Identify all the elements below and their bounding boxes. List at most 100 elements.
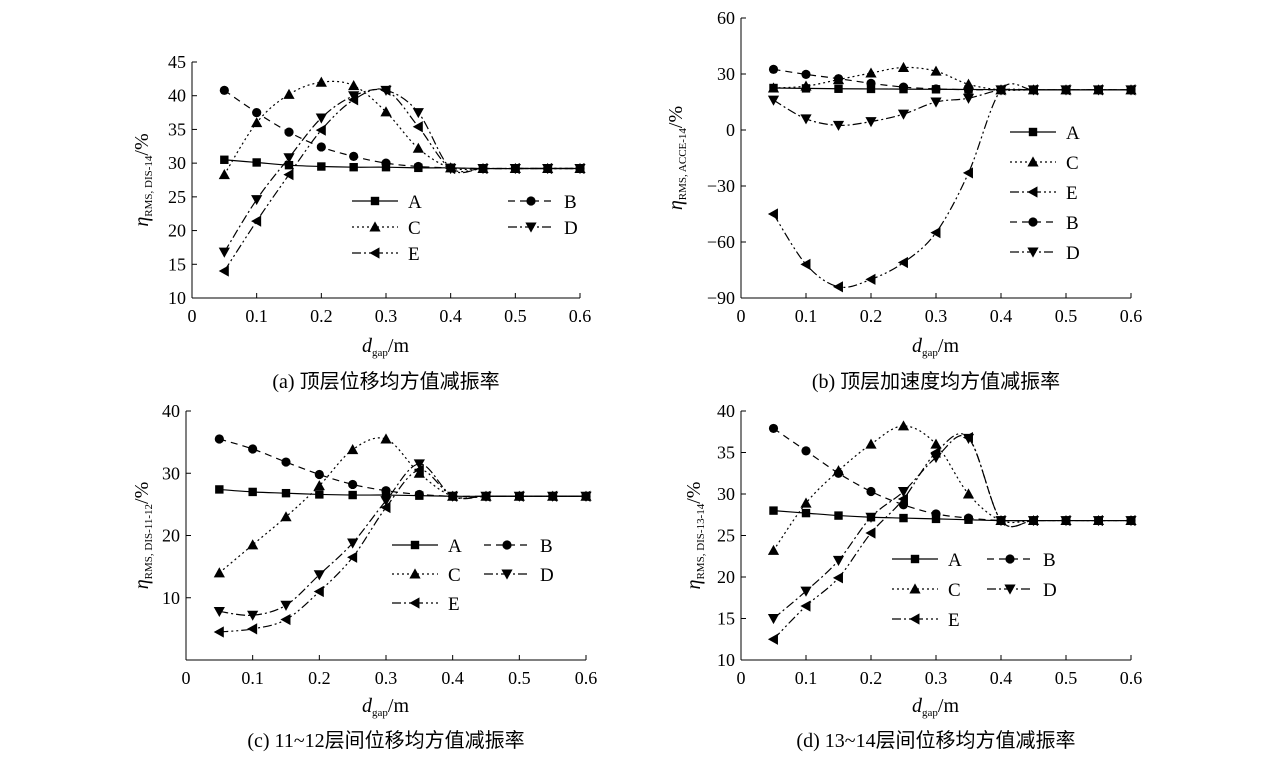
y-tick-label: 10: [162, 588, 180, 608]
y-tick-label: 0: [726, 120, 735, 140]
data-point-C-5: [930, 65, 942, 76]
data-point-E-9: [509, 162, 520, 175]
legend-marker: [502, 540, 512, 550]
data-point-A-2: [834, 511, 843, 520]
legend-label: B: [1066, 213, 1079, 234]
y-axis-label-subscript: RMS, DIS-14: [143, 155, 155, 217]
data-point-E-0: [767, 633, 778, 645]
data-point-D-0: [218, 247, 230, 258]
data-point-A-1: [801, 508, 811, 518]
data-point-E-4: [897, 256, 908, 269]
legend-label: C: [948, 580, 961, 601]
legend-label: E: [1066, 183, 1078, 204]
data-point-A-4: [349, 162, 358, 172]
x-tick-label: 0.6: [1120, 306, 1143, 326]
x-tick-label: 0: [737, 668, 746, 688]
x-tick-label: 0.5: [508, 668, 531, 688]
y-axis-label-symbol: η: [665, 200, 687, 210]
data-point-E-7: [445, 162, 456, 175]
data-point-E-11: [580, 490, 591, 502]
series-A: [220, 155, 585, 173]
legend-item-E: E: [1010, 183, 1078, 204]
legend-marker: [910, 554, 920, 564]
y-tick-label: 15: [717, 609, 735, 629]
data-point-B-4: [349, 151, 359, 161]
y-tick-label: 10: [717, 650, 735, 670]
series-A: [769, 506, 1136, 525]
data-point-E-9: [513, 490, 524, 502]
x-axis-label-symbol: d: [362, 695, 373, 717]
x-tick-label: 0.5: [1055, 306, 1078, 326]
data-point-E-6: [413, 464, 424, 476]
data-point-E-4: [347, 551, 358, 563]
data-point-E-2: [283, 169, 294, 181]
legend-marker: [525, 222, 537, 233]
series-B: [214, 434, 591, 501]
x-tick-label: 0.4: [441, 668, 464, 688]
data-point-E-4: [897, 493, 908, 505]
legend-marker: [1027, 247, 1039, 258]
legend-marker: [1028, 127, 1038, 137]
data-point-E-1: [251, 215, 262, 227]
x-tick-label: 0.3: [925, 306, 948, 326]
legend-item-D: D: [508, 218, 578, 239]
series-E: [213, 464, 591, 638]
data-point-D-11: [1125, 85, 1137, 96]
series-line-B: [773, 68, 1131, 91]
data-point-E-7: [447, 490, 458, 502]
y-axis-label-unit: /%: [665, 106, 687, 128]
legend-item-E: E: [392, 594, 460, 615]
legend-marker: [369, 247, 380, 259]
data-point-B-2: [281, 457, 291, 467]
x-tick-label: 0.4: [990, 668, 1013, 688]
legend-item-A: A: [392, 536, 462, 557]
data-point-A-0: [215, 485, 224, 494]
x-tick-label: 0: [737, 306, 746, 326]
y-tick-label: 30: [168, 153, 186, 173]
series-A: [215, 485, 591, 501]
x-tick-label: 0.1: [241, 668, 264, 688]
y-tick-label: 25: [717, 526, 735, 546]
legend-label: E: [948, 610, 960, 631]
panel-c: 0 0.1 0.2 0.3 0.4 0.5 0.6 10 20 30 40 dgap/m ηRMS, D…: [131, 401, 597, 752]
data-point-E-5: [930, 446, 941, 459]
y-tick-label: 10: [168, 288, 186, 308]
data-point-D-5: [380, 496, 392, 507]
data-point-D-4: [897, 109, 910, 120]
data-point-D-4: [348, 91, 360, 102]
legend-label: D: [1066, 243, 1080, 264]
legend-label: B: [564, 192, 577, 213]
data-point-C-5: [380, 106, 392, 117]
legend-label: D: [540, 565, 554, 586]
legend-label: C: [1066, 153, 1079, 174]
data-point-B-3: [866, 486, 876, 497]
x-tick-label: 0.2: [310, 306, 333, 326]
data-point-C-0: [767, 82, 780, 93]
data-point-D-2: [832, 120, 845, 131]
data-point-D-1: [247, 610, 259, 621]
legend-marker: [370, 196, 380, 206]
data-point-B-0: [214, 434, 224, 444]
y-axis-label-unit: /%: [683, 482, 705, 504]
data-point-B-0: [768, 64, 779, 74]
data-point-E-8: [1027, 514, 1038, 527]
series-E: [218, 84, 585, 277]
legend-item-D: D: [484, 565, 554, 586]
data-point-C-5: [930, 438, 942, 449]
data-point-B-6: [963, 85, 974, 95]
legend-marker: [1028, 217, 1038, 227]
legend-label: A: [948, 550, 962, 571]
data-point-E-1: [800, 600, 811, 612]
data-point-A-1: [252, 158, 261, 167]
data-point-B-6: [963, 513, 974, 523]
series-line-D: [219, 463, 586, 616]
panel-b: 0 0.1 0.2 0.3 0.4 0.5 0.6 −90 −60 −30 0 30 60 dgap/m η…: [665, 8, 1142, 393]
data-point-D-7: [995, 85, 1007, 96]
x-tick-label: 0.2: [308, 668, 331, 688]
legend-marker: [1005, 554, 1015, 564]
series-line-C: [218, 437, 586, 574]
y-tick-label: −60: [707, 232, 735, 252]
x-tick-label: 0.6: [569, 306, 592, 326]
data-point-E-0: [213, 626, 224, 638]
data-point-A-2: [834, 84, 843, 93]
